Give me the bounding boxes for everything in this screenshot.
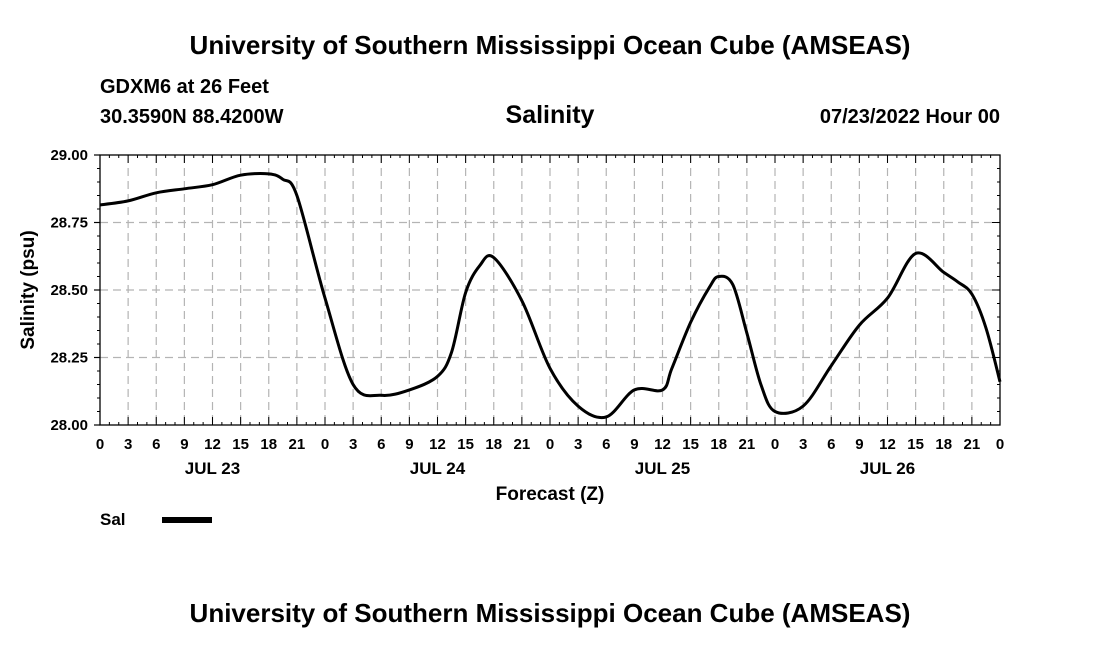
x-tick-label: 0 — [771, 436, 779, 453]
x-tick-label: 3 — [124, 436, 132, 453]
x-tick-label: 12 — [879, 436, 896, 453]
x-tick-label: 6 — [377, 436, 385, 453]
x-tick-label: 3 — [574, 436, 582, 453]
x-tick-label: 18 — [485, 436, 502, 453]
date-label: JUL 24 — [410, 459, 466, 478]
x-tick-label: 15 — [232, 436, 249, 453]
date-label: JUL 23 — [185, 459, 240, 478]
x-tick-label: 12 — [429, 436, 446, 453]
x-tick-label: 3 — [799, 436, 807, 453]
x-tick-label: 12 — [204, 436, 221, 453]
series-line-sal — [99, 172, 1002, 420]
chart-title: Salinity — [505, 101, 595, 129]
axis-labels: 0 3 6 9 12 15 18 21 0 3 6 9 12 15 18 21 0 3 6 9 12 15 18 21 0 3 6 9… — [50, 147, 1004, 478]
x-tick-label: 0 — [996, 436, 1004, 453]
legend-label: Sal — [100, 510, 126, 529]
x-tick-label: 0 — [546, 436, 554, 453]
y-tick-label: 28.50 — [50, 282, 88, 299]
x-tick-label: 6 — [827, 436, 835, 453]
y-axis-label: Salinity (psu) — [18, 230, 39, 349]
x-tick-label: 18 — [710, 436, 727, 453]
x-tick-label: 21 — [739, 436, 756, 453]
x-tick-label: 9 — [405, 436, 413, 453]
date-label: JUL 25 — [635, 459, 690, 478]
x-tick-label: 15 — [682, 436, 699, 453]
x-tick-label: 6 — [602, 436, 610, 453]
x-tick-label: 18 — [260, 436, 277, 453]
y-tick-label: 28.00 — [50, 417, 88, 434]
y-tick-label: 28.75 — [50, 215, 88, 232]
grid-lines — [100, 155, 1000, 425]
date-label: JUL 26 — [860, 459, 915, 478]
forecast-date-label: 07/23/2022 Hour 00 — [819, 106, 1000, 128]
x-tick-label: 9 — [180, 436, 188, 453]
x-tick-label: 12 — [654, 436, 671, 453]
y-tick-label: 28.25 — [50, 350, 88, 367]
x-tick-label: 18 — [935, 436, 952, 453]
x-tick-label: 9 — [855, 436, 863, 453]
x-tick-label: 15 — [457, 436, 474, 453]
x-tick-label: 9 — [630, 436, 638, 453]
station-label: GDXM6 at 26 Feet — [100, 76, 269, 98]
footer-title: University of Southern Mississippi Ocean… — [189, 598, 911, 628]
y-tick-label: 29.00 — [50, 147, 88, 164]
x-tick-label: 21 — [964, 436, 981, 453]
x-axis-label: Forecast (Z) — [496, 484, 605, 505]
coordinates-label: 30.3590N 88.4200W — [100, 106, 284, 128]
series-layer — [99, 172, 1002, 420]
main-title: University of Southern Mississippi Ocean… — [189, 30, 911, 60]
axis-ticks — [94, 154, 1001, 426]
x-tick-label: 0 — [321, 436, 329, 453]
x-tick-label: 3 — [349, 436, 357, 453]
x-tick-label: 6 — [152, 436, 160, 453]
x-tick-label: 15 — [907, 436, 924, 453]
x-tick-label: 21 — [514, 436, 531, 453]
x-tick-label: 0 — [96, 436, 104, 453]
x-tick-label: 21 — [289, 436, 306, 453]
